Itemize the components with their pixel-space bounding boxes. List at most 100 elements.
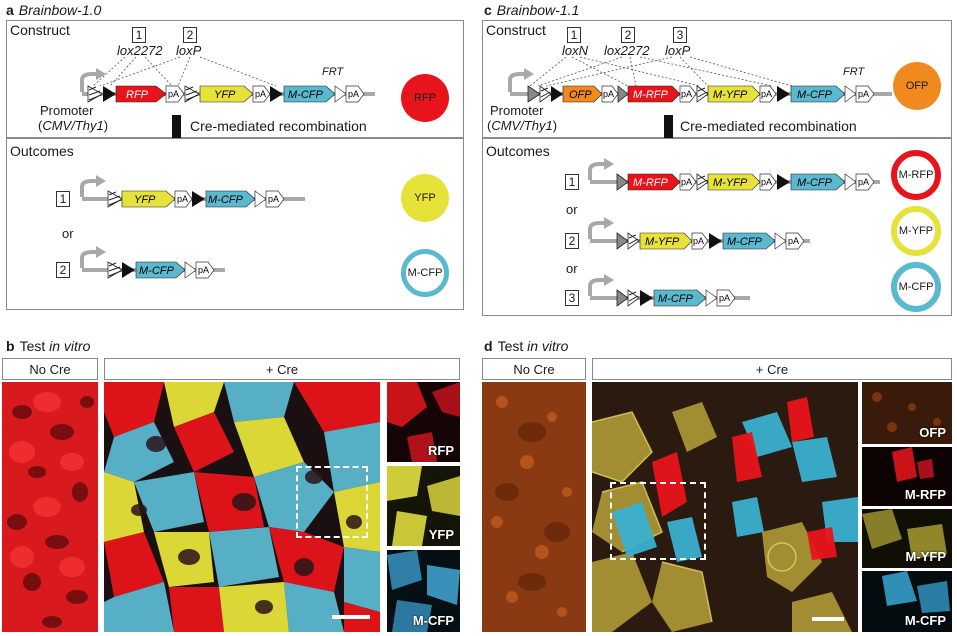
color-circle-ofp: OFP <box>893 62 941 110</box>
thumb-label: M-RFP <box>904 487 946 502</box>
site-number: 1 <box>567 27 581 43</box>
polya-label: pA <box>198 265 209 275</box>
circle-label: M-YFP <box>898 225 934 237</box>
gene-m-cfp: M-CFP <box>797 89 832 101</box>
polya-label: pA <box>168 89 179 99</box>
polya-label: pA <box>348 89 359 99</box>
frt-label: FRT <box>843 66 865 78</box>
polya-label: pA <box>681 89 692 99</box>
panel-title: Brainbow-1.0 <box>18 2 102 18</box>
thumb-yfp: YFP <box>387 466 460 546</box>
outcome-number: 3 <box>565 290 579 306</box>
gene-m-cfp: M-CFP <box>208 194 243 206</box>
outcomes-label: Outcomes <box>10 143 74 159</box>
cre-recombination-label: Cre-mediated recombination <box>190 118 367 134</box>
panel-c-construct-box <box>482 20 952 138</box>
zoom-region-box <box>610 482 706 560</box>
polya-label: pA <box>761 177 772 187</box>
thumb-label: M-CFP <box>412 613 454 628</box>
panel-d-header: d Test in vitro <box>484 338 568 354</box>
no-cre-label: No Cre <box>2 358 98 380</box>
gene-yfp: YFP <box>214 89 236 101</box>
circle-label: M-CFP <box>898 281 934 293</box>
site-number: 3 <box>673 27 687 43</box>
micrograph-no-cre-ofp <box>482 382 586 632</box>
color-circle-m-cfp: M-CFP <box>401 249 449 297</box>
polya-label: pA <box>761 89 772 99</box>
frt-label: FRT <box>322 66 344 78</box>
circle-label: OFP <box>905 80 929 92</box>
gene-m-rfp: M-RFP <box>633 89 668 101</box>
thumb-label: M-CFP <box>904 613 946 628</box>
thumb-label: M-YFP <box>905 549 946 564</box>
or-label: or <box>566 202 578 217</box>
panel-b-header: b Test in vitro <box>6 338 90 354</box>
thumb-label: OFP <box>919 425 946 440</box>
gene-yfp: YFP <box>134 194 156 206</box>
thumb-ofp: OFP <box>862 382 952 444</box>
color-circle-m-yfp: M-YFP <box>891 206 941 256</box>
gene-m-cfp: M-CFP <box>139 265 174 277</box>
color-circle-m-cfp: M-CFP <box>891 262 941 312</box>
panel-title-italic: in vitro <box>527 338 569 354</box>
panel-title: Brainbow-1.1 <box>496 2 580 18</box>
polya-label: pA <box>255 89 266 99</box>
plus-cre-label: + Cre <box>104 358 460 380</box>
thumb-m-cfp: M-CFP <box>862 571 952 632</box>
site-name-lox2272: lox2272 <box>117 43 163 58</box>
outcome-number: 1 <box>565 174 579 190</box>
gene-ofp: OFP <box>569 89 592 101</box>
polya-label: pA <box>788 236 799 246</box>
circle-label: M-RFP <box>898 169 934 181</box>
construct-label: Construct <box>486 22 546 38</box>
gene-m-cfp: M-CFP <box>288 89 323 101</box>
scale-bar <box>812 617 844 621</box>
panel-a-outcomes-box <box>6 138 464 310</box>
circle-label: RFP <box>414 92 436 104</box>
panel-title-italic: in vitro <box>49 338 91 354</box>
thumb-m-rfp: M-RFP <box>862 447 952 506</box>
gene-m-yfp: M-YFP <box>713 89 748 101</box>
panel-c-header: c Brainbow-1.1 <box>484 2 579 18</box>
polya-label: pA <box>603 89 614 99</box>
cre-recombination-label: Cre-mediated recombination <box>680 118 857 134</box>
thumb-label: YFP <box>428 527 454 542</box>
outcome-number: 2 <box>565 233 579 249</box>
construct-label: Construct <box>10 22 70 38</box>
site-name-loxp: loxP <box>665 43 691 58</box>
or-label: or <box>566 261 578 276</box>
or-label: or <box>62 226 74 241</box>
polya-label: pA <box>719 293 730 303</box>
polya-label: pA <box>268 194 279 204</box>
site-name-loxp: loxP <box>176 43 202 58</box>
polya-label: pA <box>681 177 692 187</box>
site-number: 2 <box>621 27 635 43</box>
gene-m-cfp: M-CFP <box>658 293 693 305</box>
thumb-label: RFP <box>428 443 454 458</box>
thumb-m-cfp: M-CFP <box>387 550 460 632</box>
site-number: 2 <box>183 27 197 43</box>
gene-m-cfp: M-CFP <box>797 177 832 189</box>
panel-letter: c <box>484 2 492 18</box>
micrograph-plus-cre-brainbow-1-0 <box>104 382 380 632</box>
panel-title: Test <box>497 338 524 354</box>
panel-letter: a <box>6 2 14 18</box>
gene-m-cfp: M-CFP <box>727 236 762 248</box>
zoom-region-box <box>296 466 368 538</box>
circle-label: M-CFP <box>407 267 443 279</box>
no-cre-label: No Cre <box>482 358 586 380</box>
outcomes-label: Outcomes <box>486 143 550 159</box>
polya-label: pA <box>177 194 188 204</box>
color-circle-rfp: RFP <box>401 74 449 122</box>
polya-label: pA <box>858 177 869 187</box>
site-name-loxn: loxN <box>562 43 589 58</box>
outcome-number: 2 <box>56 262 70 278</box>
scale-bar <box>332 615 370 619</box>
thumb-m-yfp: M-YFP <box>862 509 952 568</box>
site-name-lox2272: lox2272 <box>604 43 650 58</box>
gene-m-rfp: M-RFP <box>633 177 668 189</box>
